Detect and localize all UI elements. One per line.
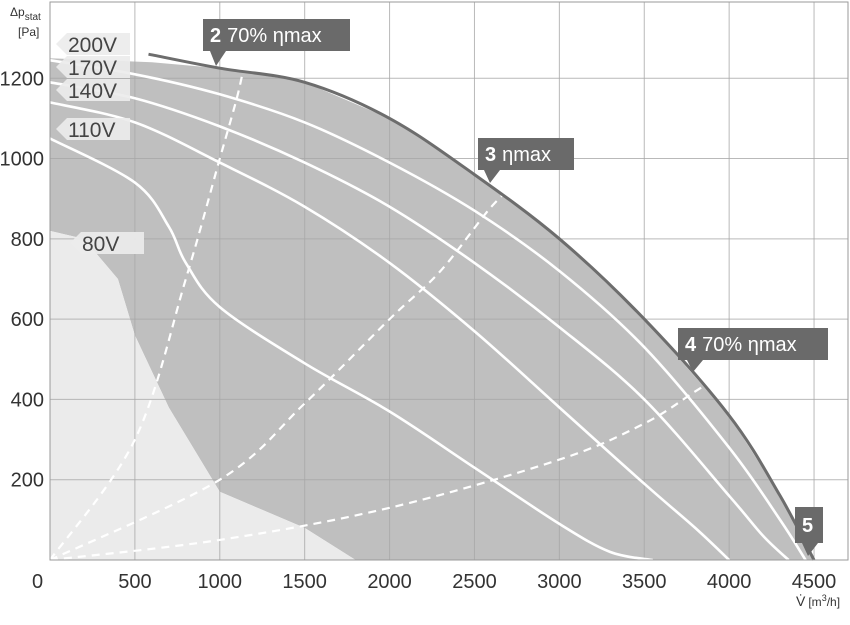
callout-box-3 bbox=[478, 138, 574, 183]
callout-4: 4 70% ηmax bbox=[678, 328, 828, 372]
label-tag-140V bbox=[56, 79, 130, 101]
y-axis-title: Δpstat [Pa] bbox=[10, 5, 41, 39]
callout-3: 3 ηmax bbox=[478, 138, 574, 183]
label-170V: 170V bbox=[56, 56, 130, 80]
label-text-170V: 170V bbox=[68, 57, 117, 80]
y-tick-label-800: 800 bbox=[11, 229, 44, 251]
svg-text:Δpstat: Δpstat bbox=[10, 5, 41, 23]
efficiency-line-3 bbox=[49, 173, 527, 561]
x-axis-unit-prefix: [m bbox=[808, 595, 821, 609]
x-tick-label-4500: 4500 bbox=[792, 571, 837, 593]
efficiency-lines bbox=[49, 59, 722, 562]
x-axis-title: V̇ [m3/h] bbox=[796, 593, 840, 609]
svg-text:V̇[m3/h]: V̇ [m3/h] bbox=[796, 593, 840, 609]
curve-200V bbox=[49, 58, 807, 561]
label-tag-200V bbox=[56, 33, 130, 55]
y-axis-subscript: stat bbox=[25, 12, 41, 23]
y-tick-label-400: 400 bbox=[11, 389, 44, 411]
x-axis-symbol: V̇ bbox=[796, 593, 806, 609]
callout-5: 5 bbox=[795, 507, 823, 556]
callout-2: 2 70% ηmax bbox=[203, 19, 350, 66]
curve-170V bbox=[49, 81, 790, 561]
callout-text-5: 5 bbox=[802, 515, 813, 537]
x-tick-label-2500: 2500 bbox=[452, 571, 497, 593]
plot-frame bbox=[49, 1, 849, 561]
origin-label: 0 bbox=[32, 571, 43, 593]
callout-label-2: 70% ηmax bbox=[227, 25, 322, 47]
y-tick-label-1200: 1200 bbox=[0, 68, 44, 90]
y-tick-label-600: 600 bbox=[11, 309, 44, 331]
low-voltage-area bbox=[50, 230, 356, 561]
label-tag-170V bbox=[56, 56, 130, 78]
y-axis-symbol: Δp bbox=[10, 5, 25, 19]
efficiency-line-4 bbox=[49, 374, 722, 562]
callout-text-4: 4 70% ηmax bbox=[685, 334, 797, 356]
x-tick-label-3000: 3000 bbox=[537, 571, 582, 593]
callout-box-5 bbox=[795, 507, 823, 556]
axis-ticks: 500 1000 1500 2000 2500 3000 3500 4000 450020040… bbox=[0, 68, 836, 593]
x-tick-label-2000: 2000 bbox=[367, 571, 412, 593]
label-200V: 200V bbox=[56, 33, 130, 57]
callout-box-4 bbox=[678, 328, 828, 372]
label-text-140V: 140V bbox=[68, 80, 117, 103]
x-tick-label-4000: 4000 bbox=[707, 571, 752, 593]
callout-label-3: ηmax bbox=[502, 144, 551, 166]
voltage-curves bbox=[49, 58, 807, 562]
max-envelope-curve bbox=[148, 52, 816, 561]
callout-text-2: 2 70% ηmax bbox=[210, 25, 322, 47]
curve-110V bbox=[49, 137, 653, 562]
x-axis-unit-suffix: /h] bbox=[827, 595, 840, 609]
callout-label-4: 70% ηmax bbox=[702, 334, 797, 356]
callout-number-5: 5 bbox=[802, 515, 813, 537]
curve-140V bbox=[49, 101, 731, 561]
label-80V: 80V bbox=[70, 232, 144, 256]
callout-number-2: 2 bbox=[210, 25, 221, 47]
y-tick-label-1000: 1000 bbox=[0, 149, 44, 171]
label-tag-110V bbox=[56, 118, 130, 140]
x-axis-unit-sup: 3 bbox=[822, 593, 827, 603]
label-110V: 110V bbox=[56, 118, 130, 142]
callout-number-3: 3 bbox=[485, 144, 496, 166]
label-text-110V: 110V bbox=[68, 119, 116, 142]
grid-lines bbox=[50, 2, 848, 560]
x-tick-label-1500: 1500 bbox=[282, 571, 327, 593]
x-tick-label-500: 500 bbox=[118, 571, 151, 593]
y-tick-label-200: 200 bbox=[11, 470, 44, 492]
x-tick-label-3500: 3500 bbox=[622, 571, 667, 593]
label-text-80V: 80V bbox=[82, 233, 119, 256]
y-axis-unit: [Pa] bbox=[18, 25, 39, 39]
efficiency-line-2 bbox=[49, 59, 247, 561]
label-tag-80V bbox=[70, 232, 144, 254]
callout-text-3: 3 ηmax bbox=[485, 144, 551, 166]
x-tick-label-1000: 1000 bbox=[198, 571, 243, 593]
callout-number-4: 4 bbox=[685, 334, 697, 356]
label-140V: 140V bbox=[56, 79, 130, 103]
label-text-200V: 200V bbox=[68, 34, 117, 57]
callout-box-2 bbox=[203, 19, 350, 66]
